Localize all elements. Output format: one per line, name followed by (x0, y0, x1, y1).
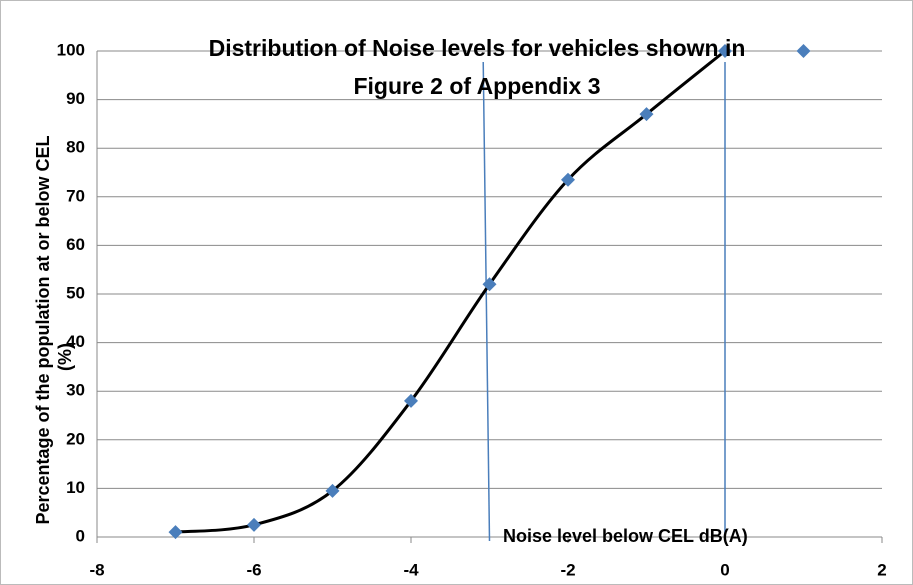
data-point (247, 517, 261, 532)
y-tick-label: 10 (66, 478, 85, 497)
x-tick-label: 0 (720, 560, 729, 579)
x-tick-label: -8 (89, 560, 104, 579)
y-tick-label: 80 (66, 138, 85, 157)
x-tick-label: -2 (560, 560, 575, 579)
data-point (561, 172, 575, 187)
y-axis-label: Percentage of the population at or below… (33, 135, 53, 524)
data-point (482, 277, 497, 292)
chart-title: Figure 2 of Appendix 3 (353, 73, 600, 99)
y-tick-label: 90 (66, 89, 85, 108)
y-tick-label: 0 (76, 526, 85, 545)
x-tick-label: -6 (246, 560, 261, 579)
data-point (796, 44, 811, 58)
y-tick-label: 100 (57, 40, 85, 59)
y-tick-label: 50 (66, 283, 85, 302)
data-point (718, 44, 732, 58)
x-tick-label: 2 (877, 560, 886, 579)
y-axis-label: (%) (55, 343, 75, 371)
chart-title: Distribution of Noise levels for vehicle… (209, 35, 746, 61)
data-point (404, 393, 418, 408)
y-tick-label: 60 (66, 235, 85, 254)
series-line (175, 49, 726, 534)
data-point (639, 107, 654, 122)
y-tick-label: 70 (66, 186, 85, 205)
y-tick-label: 20 (66, 429, 85, 448)
data-point (168, 525, 183, 540)
y-tick-label: 30 (66, 381, 85, 400)
reference-line (482, 61, 491, 542)
y-tick-label: 40 (66, 332, 85, 351)
annotation: Noise level below CEL dB(A) (503, 526, 748, 546)
data-point (325, 483, 340, 498)
x-tick-label: -4 (403, 560, 419, 579)
